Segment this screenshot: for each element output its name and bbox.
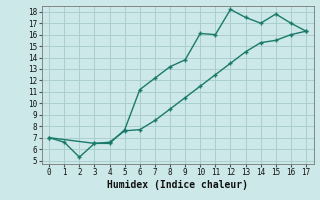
X-axis label: Humidex (Indice chaleur): Humidex (Indice chaleur) (107, 180, 248, 190)
